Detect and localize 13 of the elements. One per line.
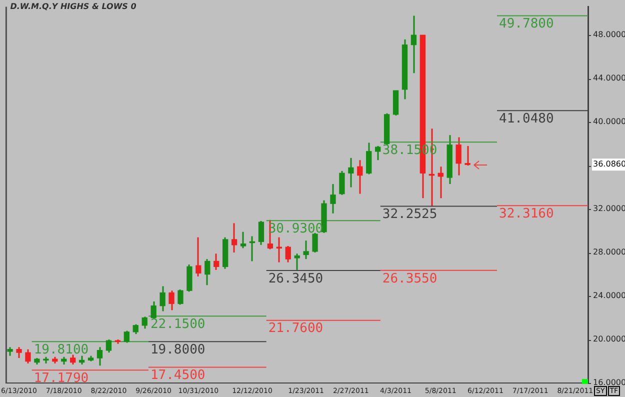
series-label: 19.8100 <box>34 342 89 358</box>
series-label: 32.2525 <box>382 207 438 222</box>
series-label: 49.7800 <box>499 16 554 32</box>
chart-title: D.W.M.Q.Y HIGHS & LOWS 0 <box>10 2 137 12</box>
series-label: 26.3450 <box>268 271 324 286</box>
series-label: 26.3550 <box>382 271 438 286</box>
series-label: 21.7600 <box>268 321 324 336</box>
series-label: 22.1500 <box>150 317 206 332</box>
series-label: 32.3160 <box>499 206 554 222</box>
series-label: 17.4500 <box>150 368 206 384</box>
series-label: 41.0480 <box>499 112 554 127</box>
series-label: 17.1790 <box>34 371 89 386</box>
series-label: 19.8000 <box>150 342 206 358</box>
